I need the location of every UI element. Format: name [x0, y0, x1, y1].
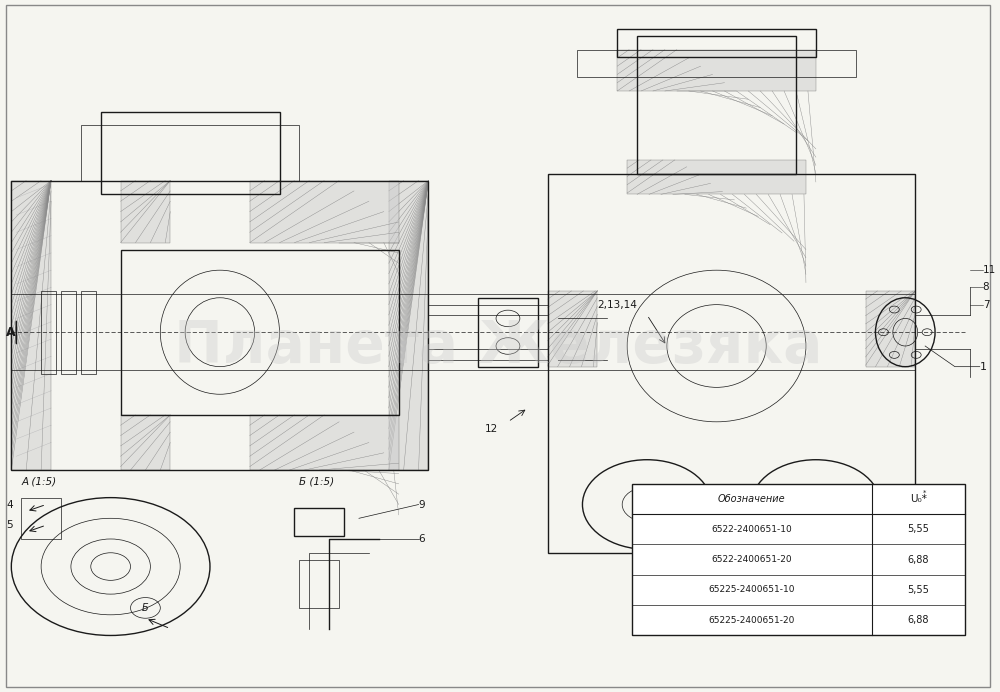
Text: 11: 11: [983, 265, 996, 275]
Text: 4: 4: [6, 500, 13, 509]
Text: 5,55: 5,55: [907, 525, 929, 534]
Text: Б: Б: [142, 603, 149, 613]
Text: 2,13,14: 2,13,14: [597, 300, 637, 309]
Text: Планета Железяка: Планета Железяка: [174, 318, 822, 374]
Text: Б (1:5): Б (1:5): [299, 477, 334, 487]
Bar: [617, 50, 816, 91]
Text: Обозначение: Обозначение: [718, 494, 786, 504]
Bar: [11, 181, 428, 470]
Text: U₀*: U₀*: [910, 494, 927, 504]
Text: 65225-2400651-10: 65225-2400651-10: [709, 585, 795, 594]
Bar: [101, 111, 280, 194]
Text: 12: 12: [485, 424, 498, 434]
Text: 6522-2400651-20: 6522-2400651-20: [712, 555, 792, 564]
Text: *: *: [923, 489, 927, 495]
Bar: [61, 291, 76, 374]
Bar: [548, 291, 597, 367]
Bar: [250, 181, 399, 243]
Bar: [478, 298, 538, 367]
Bar: [121, 250, 399, 415]
Text: A: A: [6, 326, 16, 338]
Bar: [21, 498, 61, 539]
Bar: [11, 181, 51, 470]
Bar: [81, 125, 299, 181]
Bar: [617, 29, 816, 57]
Bar: [121, 181, 170, 243]
Text: 6522-2400651-10: 6522-2400651-10: [712, 525, 792, 534]
Text: 1: 1: [980, 362, 987, 372]
Bar: [637, 36, 796, 174]
Bar: [121, 415, 170, 470]
Text: 6,88: 6,88: [908, 555, 929, 565]
Bar: [632, 484, 965, 635]
Bar: [548, 174, 915, 553]
Bar: [81, 291, 96, 374]
Text: 7: 7: [983, 300, 989, 309]
Bar: [250, 415, 399, 470]
Bar: [866, 291, 915, 367]
Bar: [627, 160, 806, 194]
Bar: [294, 508, 344, 536]
Bar: [577, 50, 856, 78]
Text: 6: 6: [419, 534, 425, 544]
Text: 65225-2400651-20: 65225-2400651-20: [709, 616, 795, 625]
Bar: [389, 181, 428, 470]
Text: 6,88: 6,88: [908, 615, 929, 626]
Text: 8: 8: [983, 282, 989, 293]
Bar: [41, 291, 56, 374]
Bar: [299, 560, 339, 608]
Text: 5,55: 5,55: [907, 585, 929, 595]
Text: 9: 9: [419, 500, 425, 509]
Text: 5: 5: [6, 520, 13, 530]
Text: А (1:5): А (1:5): [21, 477, 56, 487]
